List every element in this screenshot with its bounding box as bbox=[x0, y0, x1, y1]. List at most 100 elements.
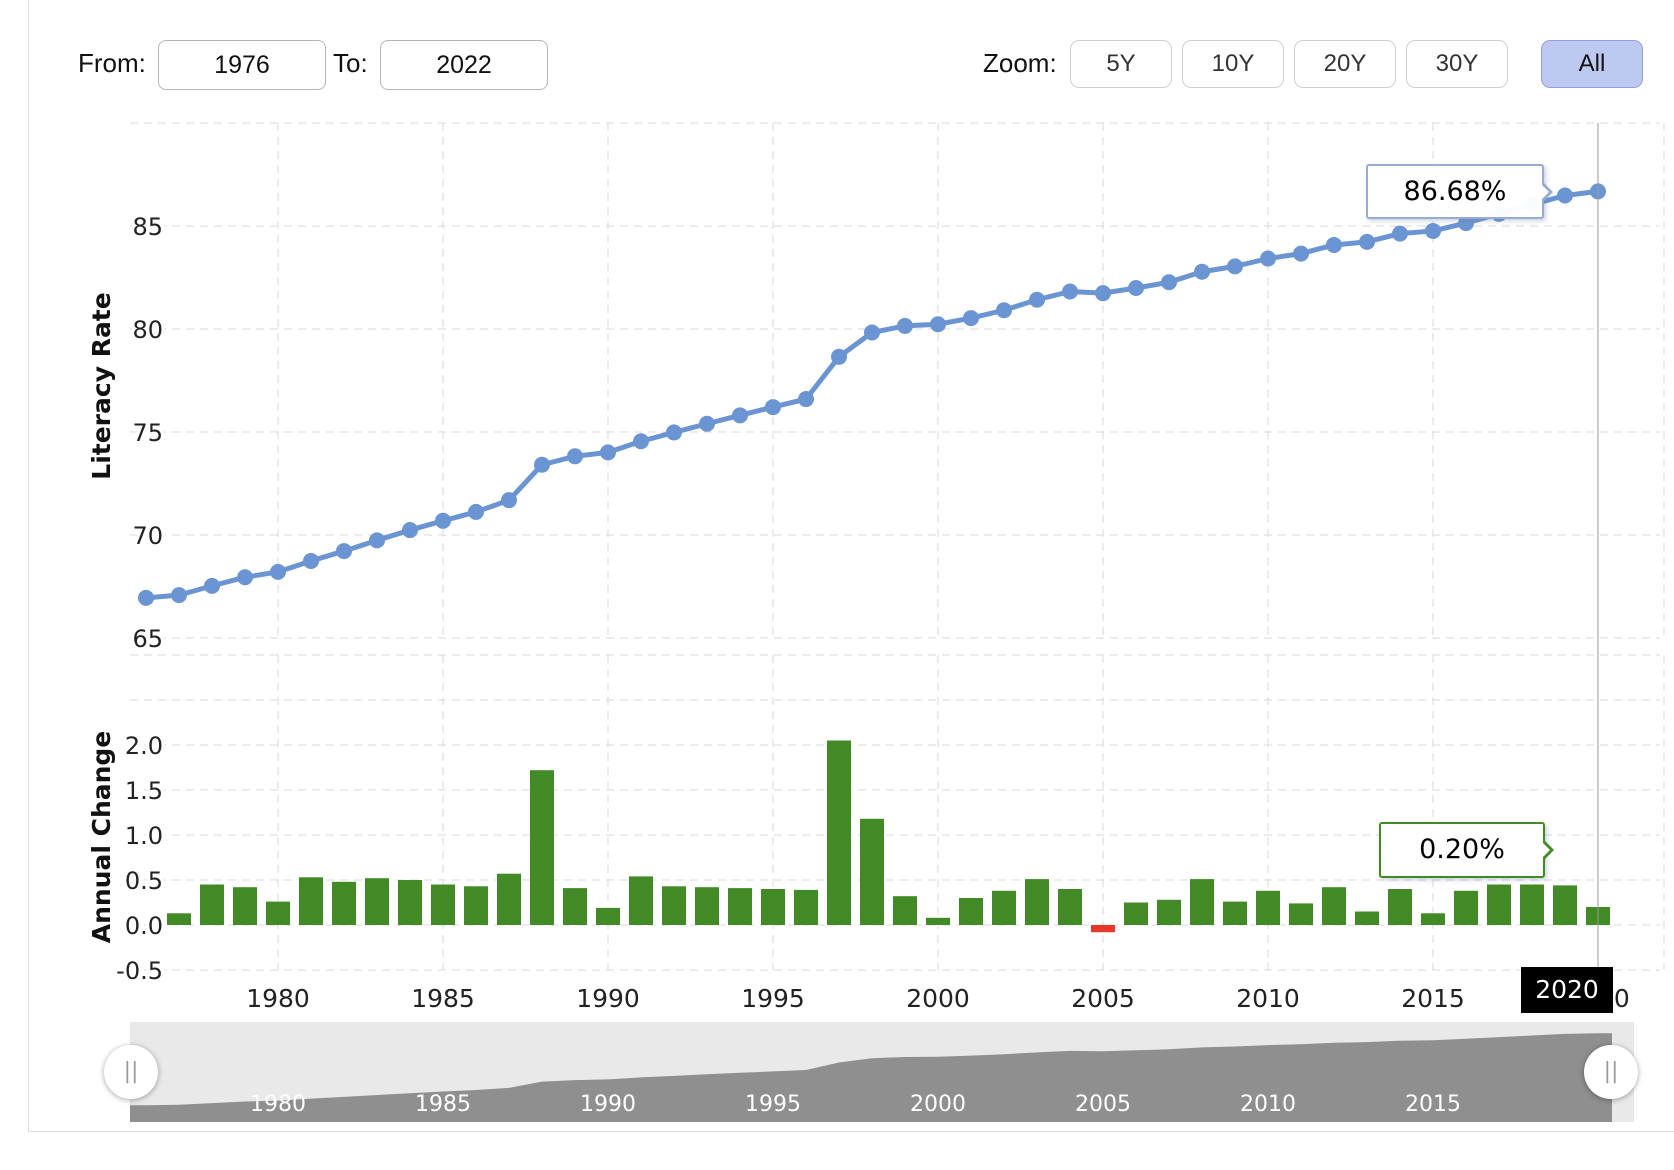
literacy-rate-point bbox=[1227, 258, 1243, 275]
annual-change-bar bbox=[1553, 885, 1577, 925]
annual-change-bar bbox=[332, 881, 356, 925]
to-year-input[interactable] bbox=[380, 40, 548, 90]
literacy-rate-point bbox=[765, 399, 781, 416]
svg-text:1985: 1985 bbox=[415, 1092, 471, 1117]
crosshair-year-badge: 2020 bbox=[1521, 967, 1613, 1013]
annual-change-axis-title: Annual Change bbox=[87, 730, 116, 944]
to-label: To: bbox=[333, 48, 368, 78]
literacy-rate-point bbox=[303, 552, 319, 569]
literacy-rate-point bbox=[1326, 236, 1342, 253]
annual-change-bar bbox=[497, 873, 521, 925]
svg-text:1995: 1995 bbox=[741, 984, 805, 1013]
literacy-rate-point bbox=[666, 424, 682, 441]
svg-text:75: 75 bbox=[132, 419, 163, 447]
literacy-rate-point bbox=[798, 391, 814, 408]
svg-text:2000: 2000 bbox=[906, 984, 970, 1013]
literacy-rate-point bbox=[534, 456, 550, 473]
navigator-left-handle[interactable]: || bbox=[104, 1045, 158, 1099]
annual-change-bar bbox=[530, 770, 554, 925]
navigator-right-handle[interactable]: || bbox=[1584, 1045, 1638, 1099]
literacy-rate-line-series[interactable] bbox=[138, 183, 1606, 606]
literacy-rate-point bbox=[1095, 285, 1111, 302]
zoom-20y-button[interactable]: 20Y bbox=[1294, 40, 1396, 88]
annual-change-bar bbox=[1124, 902, 1148, 925]
annual-change-bar bbox=[992, 890, 1016, 925]
annual-change-bar bbox=[464, 886, 488, 925]
annual-change-bar bbox=[1520, 884, 1544, 925]
annual-change-bar bbox=[860, 818, 884, 925]
navigator-mini-chart[interactable]: 1980 1985 1990 1995 2000 2005 2010 2015 bbox=[130, 1022, 1634, 1122]
literacy-rate-point bbox=[1029, 291, 1045, 308]
zoom-10y-button[interactable]: 10Y bbox=[1182, 40, 1284, 88]
literacy-rate-point bbox=[930, 316, 946, 333]
zoom-30y-button[interactable]: 30Y bbox=[1406, 40, 1508, 88]
annual-change-bar bbox=[200, 884, 224, 925]
annual-change-bar bbox=[596, 907, 620, 925]
literacy-rate-point bbox=[699, 415, 715, 432]
literacy-rate-point bbox=[1392, 225, 1408, 242]
svg-text:1990: 1990 bbox=[580, 1092, 636, 1117]
annual-change-bar bbox=[926, 917, 950, 925]
from-label: From: bbox=[78, 48, 146, 78]
annual-change-bar bbox=[794, 889, 818, 925]
svg-text:85: 85 bbox=[132, 213, 163, 241]
literacy-rate-point bbox=[204, 577, 220, 594]
annual-change-bar bbox=[1388, 889, 1412, 925]
from-year-input[interactable] bbox=[158, 40, 326, 90]
literacy-rate-point bbox=[435, 512, 451, 529]
svg-text:-0.5: -0.5 bbox=[116, 957, 163, 985]
annual-change-bar bbox=[1454, 890, 1478, 925]
literacy-rate-point bbox=[1359, 233, 1375, 250]
annual-change-bar bbox=[299, 877, 323, 925]
annual-change-bar bbox=[893, 896, 917, 925]
annual-change-bar bbox=[1058, 889, 1082, 925]
zoom-5y-button[interactable]: 5Y bbox=[1070, 40, 1172, 88]
drag-grip-icon: || bbox=[123, 1059, 139, 1084]
annual-change-bar bbox=[1223, 901, 1247, 925]
annual-change-bar bbox=[167, 913, 191, 925]
svg-text:1.5: 1.5 bbox=[125, 777, 163, 805]
annual-change-bar bbox=[1091, 925, 1115, 933]
annual-change-bar bbox=[629, 876, 653, 925]
annual-change-bar bbox=[1421, 913, 1445, 925]
annual-change-bar bbox=[1190, 879, 1214, 925]
literacy-rate-point bbox=[1128, 280, 1144, 297]
literacy-rate-point bbox=[171, 587, 187, 604]
svg-text:70: 70 bbox=[132, 522, 163, 550]
literacy-rate-point bbox=[1425, 222, 1441, 239]
annual-change-bar bbox=[1322, 887, 1346, 925]
annual-change-bars[interactable] bbox=[167, 740, 1610, 933]
svg-text:2005: 2005 bbox=[1071, 984, 1135, 1013]
literacy-rate-point bbox=[468, 503, 484, 520]
literacy-rate-point bbox=[963, 310, 979, 327]
literacy-rate-point bbox=[402, 522, 418, 539]
annual-change-bar bbox=[1289, 903, 1313, 925]
annual-change-bar bbox=[233, 887, 257, 925]
drag-grip-icon: || bbox=[1603, 1059, 1619, 1084]
annual-change-bar bbox=[761, 889, 785, 925]
literacy-rate-point bbox=[1293, 245, 1309, 262]
annual-change-tooltip: 0.20% bbox=[1379, 822, 1554, 878]
svg-text:2005: 2005 bbox=[1075, 1092, 1131, 1117]
annual-change-bar bbox=[398, 880, 422, 925]
literacy-rate-point bbox=[600, 444, 616, 461]
literacy-rate-tooltip: 86.68% bbox=[1366, 164, 1553, 219]
literacy-rate-point bbox=[270, 563, 286, 580]
literacy-rate-point bbox=[501, 492, 517, 509]
svg-text:1980: 1980 bbox=[250, 1092, 306, 1117]
svg-text:0.0: 0.0 bbox=[125, 912, 163, 940]
svg-text:2000: 2000 bbox=[910, 1092, 966, 1117]
literacy-rate-point bbox=[1194, 263, 1210, 280]
y-axis-tick-labels: 65 70 75 80 85 -0.5 0.0 0.5 1.0 1.5 2.0 bbox=[113, 210, 167, 989]
annual-change-bar bbox=[662, 886, 686, 925]
literacy-rate-point bbox=[1458, 215, 1474, 232]
zoom-all-button[interactable]: All bbox=[1541, 40, 1643, 88]
literacy-rate-point bbox=[138, 589, 154, 606]
literacy-rate-point bbox=[369, 532, 385, 549]
svg-text:1995: 1995 bbox=[745, 1092, 801, 1117]
svg-text:2015: 2015 bbox=[1405, 1092, 1461, 1117]
annual-change-bar bbox=[431, 884, 455, 925]
annual-change-bar bbox=[1157, 899, 1181, 925]
annual-change-bar bbox=[695, 887, 719, 925]
